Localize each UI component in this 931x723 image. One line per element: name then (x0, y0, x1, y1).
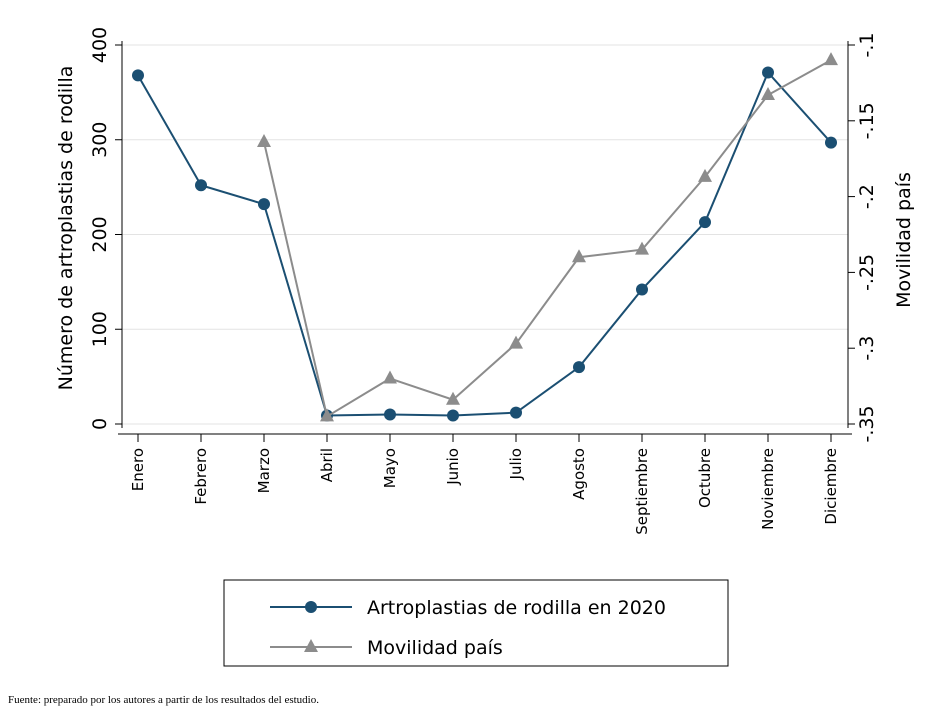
left-tick-label: 300 (89, 122, 111, 158)
x-tick-label: Julio (507, 448, 525, 480)
data-point-artroplastias (762, 66, 774, 79)
data-point-movilidad (509, 335, 523, 349)
x-tick-label: Junio (444, 448, 462, 486)
data-point-artroplastias (132, 69, 144, 82)
data-point-artroplastias (258, 198, 270, 211)
x-tick-label: Enero (129, 448, 147, 491)
legend-label-artroplastias: Artroplastias de rodilla en 2020 (367, 597, 666, 619)
x-tick-label: Noviembre (759, 448, 777, 530)
source-note: Fuente: preparado por los autores a part… (8, 694, 319, 706)
data-point-movilidad (824, 52, 838, 66)
legend: Artroplastias de rodilla en 2020 Movilid… (223, 579, 729, 667)
data-point-artroplastias (447, 409, 459, 422)
left-tick-label: 200 (89, 216, 111, 252)
x-tick-label: Agosto (570, 448, 588, 500)
x-tick-label: Mayo (381, 448, 399, 488)
right-tick-label: -.35 (856, 405, 878, 442)
left-axis-title: Número de artroplastias de rodilla (55, 66, 77, 391)
data-point-movilidad (446, 391, 460, 405)
data-point-movilidad (383, 370, 397, 384)
data-point-artroplastias (636, 283, 648, 296)
series-line-movilidad (263, 59, 832, 418)
data-point-movilidad (320, 408, 334, 422)
right-tick-label: -.25 (856, 254, 878, 291)
left-tick-label: 400 (89, 27, 111, 63)
series-line-artroplastias (137, 70, 832, 417)
left-tick-label: 0 (89, 418, 111, 430)
left-tick-label: 100 (89, 311, 111, 347)
data-point-movilidad (257, 134, 271, 148)
series (132, 52, 838, 422)
data-point-artroplastias (699, 216, 711, 229)
legend-label-movilidad: Movilidad país (367, 637, 503, 659)
data-point-movilidad (698, 168, 712, 182)
data-point-artroplastias (384, 408, 396, 421)
data-point-artroplastias (510, 406, 522, 419)
legend-marker-artroplastias (305, 601, 317, 613)
data-point-movilidad (761, 87, 775, 101)
data-point-artroplastias (573, 361, 585, 374)
x-tick-label: Diciembre (822, 448, 840, 525)
x-tick-label: Octubre (696, 448, 714, 508)
gridlines (122, 44, 848, 425)
right-tick-label: -.1 (856, 33, 878, 58)
x-tick-label: Febrero (192, 448, 210, 505)
right-tick-label: -.3 (856, 336, 878, 361)
right-tick-label: -.2 (856, 184, 878, 209)
x-tick-label: Abril (318, 448, 336, 482)
right-axis-title: Movilidad país (893, 172, 915, 308)
x-tick-label: Marzo (255, 448, 273, 493)
data-point-artroplastias (825, 136, 837, 149)
x-tick-label: Septiembre (633, 448, 651, 535)
data-point-artroplastias (195, 179, 207, 192)
legend-marker-movilidad (304, 639, 318, 652)
data-point-movilidad (572, 249, 586, 263)
axes: 0 100 200 300 400 -.35 -.3 -.25 -.2 -.15 -.1 Enero F… (89, 27, 878, 535)
data-point-movilidad (635, 241, 649, 255)
right-tick-label: -.15 (856, 102, 878, 139)
